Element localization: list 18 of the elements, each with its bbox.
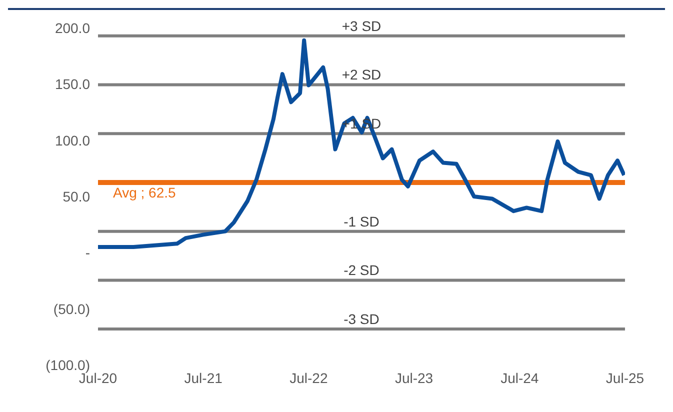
- ref-line-label: +3 SD: [342, 18, 382, 34]
- ref-line-label: +2 SD: [342, 66, 382, 83]
- ref-line-label: Avg ; 62.5: [113, 184, 176, 200]
- y-tick-label: 50.0: [62, 188, 90, 204]
- ref-line-label: -1 SD: [344, 213, 380, 230]
- x-tick-label: Jul-23: [394, 370, 434, 386]
- y-tick-label: 150.0: [54, 76, 90, 92]
- line-series: [98, 38, 625, 250]
- x-tick-label: Jul-25: [606, 370, 644, 386]
- x-tick-label: Jul-22: [290, 370, 328, 386]
- x-tick-label: Jul-21: [184, 370, 223, 386]
- x-tick-label: Jul-24: [500, 370, 539, 386]
- y-tick-label: 200.0: [54, 20, 90, 36]
- ref-line-label: -2 SD: [344, 262, 380, 278]
- y-tick-label: 100.0: [54, 132, 90, 148]
- ref-line-label: -3 SD: [344, 311, 380, 328]
- y-tick-label: -: [85, 244, 90, 261]
- y-tick-label: (50.0): [53, 300, 90, 317]
